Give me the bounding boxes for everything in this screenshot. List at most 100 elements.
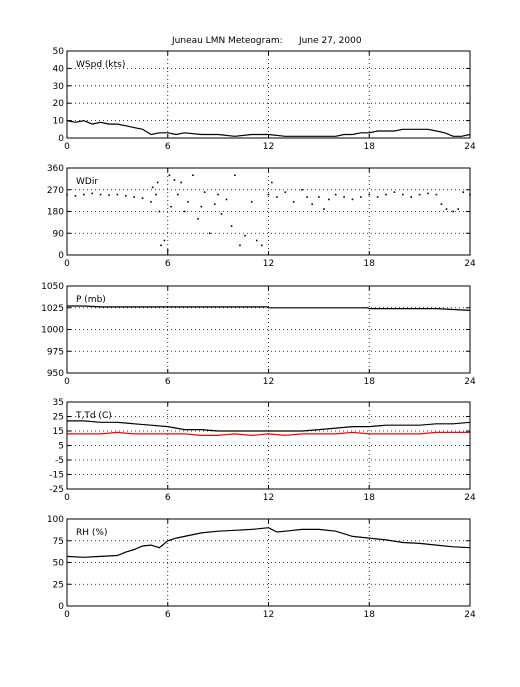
data-point <box>197 217 199 220</box>
data-point <box>225 198 228 201</box>
data-point <box>133 196 135 198</box>
y-tick-label: 100 <box>47 515 64 525</box>
data-point <box>284 191 287 193</box>
data-point <box>445 208 448 210</box>
data-point <box>271 181 273 184</box>
y-tick-label: 270 <box>47 186 64 196</box>
series-line-1 <box>66 119 471 137</box>
x-tick-label: 0 <box>64 259 70 269</box>
x-tick-label: 12 <box>263 142 274 152</box>
data-point <box>230 225 233 227</box>
y-tick-label: 50 <box>53 47 65 57</box>
panel-label: RH (%) <box>76 528 107 538</box>
data-point <box>255 239 258 242</box>
data-point <box>177 193 179 196</box>
data-point <box>360 196 362 198</box>
data-point <box>410 196 413 198</box>
data-point <box>457 208 460 210</box>
x-tick-label: 24 <box>464 377 476 387</box>
data-point <box>260 244 263 247</box>
data-point <box>203 191 206 193</box>
data-point <box>334 193 337 196</box>
data-point <box>82 193 85 196</box>
x-tick-label: 24 <box>464 610 476 620</box>
data-point <box>173 179 176 181</box>
y-tick-label: 180 <box>47 208 64 218</box>
x-tick-label: 24 <box>464 493 476 503</box>
y-tick-label: 40 <box>53 64 65 74</box>
y-tick-label: 5 <box>58 442 64 452</box>
y-tick-label: 50 <box>53 559 65 569</box>
data-point <box>311 203 313 206</box>
x-tick-label: 18 <box>364 610 376 620</box>
data-point <box>250 201 253 203</box>
data-point <box>292 201 295 203</box>
data-point <box>393 191 396 193</box>
data-point <box>124 194 127 197</box>
x-tick-label: 6 <box>165 259 171 269</box>
data-point <box>234 174 236 177</box>
panel-label: WDir <box>76 177 98 187</box>
y-tick-label: 975 <box>47 347 64 357</box>
data-point <box>418 193 421 196</box>
series-line-1 <box>67 420 471 432</box>
y-tick-label: 75 <box>53 537 64 547</box>
data-point <box>427 192 429 195</box>
panel-label: T,Td (C) <box>75 411 112 421</box>
data-point <box>452 210 455 213</box>
x-tick-label: 12 <box>263 493 274 503</box>
data-point <box>220 213 223 215</box>
panel-label: P (mb) <box>76 295 106 305</box>
y-tick-label: 0 <box>58 134 64 144</box>
data-point <box>440 203 443 206</box>
data-point <box>213 203 216 206</box>
data-point <box>151 186 154 189</box>
x-tick-label: 6 <box>165 610 171 620</box>
data-point <box>368 193 371 196</box>
y-tick-label: 25 <box>53 413 64 423</box>
data-point <box>267 193 270 196</box>
chart-date: June 27, 2000 <box>298 36 362 46</box>
data-point <box>239 244 241 247</box>
data-point <box>155 193 157 196</box>
chart-title: Juneau LMN Meteogram: <box>171 36 283 46</box>
data-point <box>160 244 162 247</box>
y-tick-label: 0 <box>58 602 64 612</box>
x-tick-label: 6 <box>165 142 171 152</box>
x-tick-label: 0 <box>64 377 70 387</box>
data-point <box>108 194 110 196</box>
data-point <box>462 191 465 193</box>
y-tick-label: 950 <box>47 369 64 379</box>
y-tick-label: 1025 <box>41 304 64 314</box>
x-tick-label: 18 <box>364 259 376 269</box>
series-line-1 <box>67 305 471 311</box>
data-point <box>99 193 102 196</box>
x-tick-label: 0 <box>64 610 70 620</box>
data-point <box>244 234 246 237</box>
data-point <box>150 201 152 203</box>
data-point <box>351 198 354 201</box>
data-point <box>74 194 77 197</box>
x-tick-label: 0 <box>64 493 70 503</box>
data-point <box>166 249 169 251</box>
plot-frame <box>66 50 471 139</box>
data-point <box>306 196 308 198</box>
x-tick-label: 12 <box>263 377 274 387</box>
data-point <box>192 174 194 177</box>
panel-label: WSpd (kts) <box>76 60 125 70</box>
x-tick-label: 6 <box>165 493 171 503</box>
y-tick-label: -15 <box>49 471 64 481</box>
x-tick-label: 12 <box>263 610 274 620</box>
data-point <box>318 196 320 198</box>
y-tick-label: 1000 <box>41 326 64 336</box>
data-point <box>328 198 330 201</box>
series-line-1 <box>66 527 471 558</box>
x-tick-label: 12 <box>263 259 274 269</box>
data-point <box>323 208 325 210</box>
panel-5: 0 6 12 18 24 0 25 50 75 100 RH (%) <box>47 515 476 620</box>
data-point <box>91 192 93 195</box>
data-point <box>156 181 159 184</box>
